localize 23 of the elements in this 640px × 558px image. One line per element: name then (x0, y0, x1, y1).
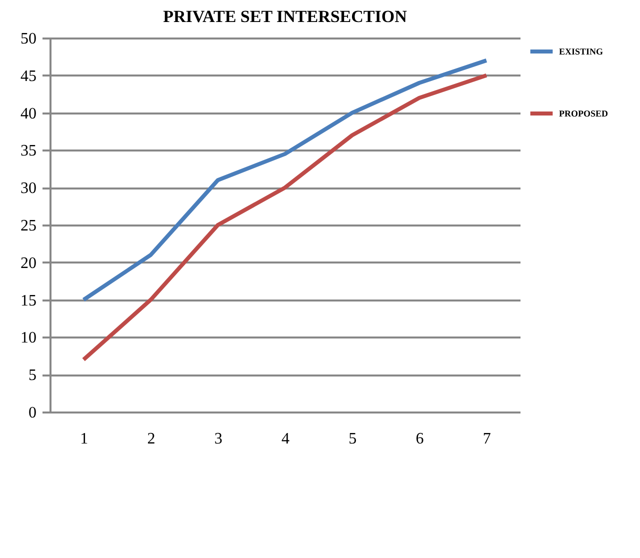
y-tick-label: 30 (20, 180, 36, 198)
line-series (82, 73, 488, 362)
x-tick-label: 1 (80, 430, 88, 448)
legend-label: PROPOSED (559, 108, 609, 118)
y-tick-label: 20 (20, 254, 36, 272)
x-tick-label: 7 (482, 430, 491, 448)
y-tick-label: 45 (20, 68, 36, 85)
legend-label: EXISTING (559, 46, 604, 56)
y-tick-label: 35 (20, 142, 36, 160)
y-tick-label: 15 (20, 292, 36, 310)
x-tick-label: 6 (416, 430, 424, 448)
line-series (82, 58, 488, 302)
x-tick-label: 3 (214, 430, 222, 448)
y-tick-label: 40 (20, 105, 36, 122)
chart-title: PRIVATE SET INTERSECTION (163, 7, 408, 26)
y-tick-label: 5 (28, 367, 36, 384)
x-tick-label: 2 (147, 430, 156, 448)
y-tick-label: 10 (20, 330, 36, 347)
y-tick-label: 0 (28, 404, 36, 422)
y-tick-label: 50 (20, 30, 36, 48)
x-tick-label: 4 (282, 430, 290, 448)
x-tick-label: 5 (348, 430, 357, 448)
y-tick-label: 25 (20, 218, 36, 234)
